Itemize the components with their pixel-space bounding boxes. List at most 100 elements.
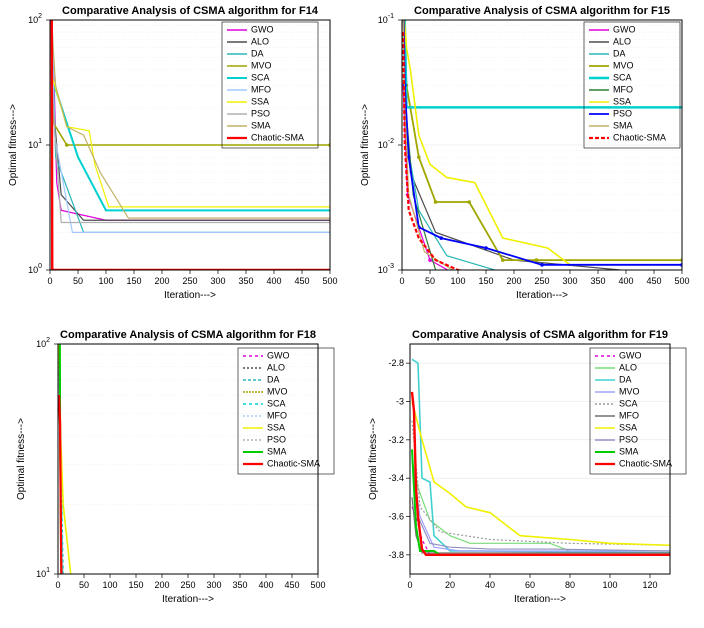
svg-text:Optimal fitness--->: Optimal fitness---> [16, 418, 27, 500]
svg-text:250: 250 [534, 276, 549, 286]
svg-text:-3.8: -3.8 [388, 550, 404, 560]
svg-text:20: 20 [445, 580, 455, 590]
svg-text:100: 100 [450, 276, 465, 286]
svg-text:0: 0 [55, 580, 60, 590]
svg-text:MFO: MFO [267, 410, 287, 420]
svg-text:SSA: SSA [619, 422, 637, 432]
svg-text:DA: DA [251, 48, 264, 58]
svg-text:400: 400 [266, 276, 281, 286]
svg-text:50: 50 [425, 276, 435, 286]
svg-text:Chaotic-SMA: Chaotic-SMA [619, 458, 672, 468]
svg-text:MFO: MFO [619, 410, 639, 420]
svg-text:450: 450 [294, 276, 309, 286]
svg-text:450: 450 [646, 276, 661, 286]
svg-text:102: 102 [28, 13, 42, 25]
svg-text:101: 101 [28, 138, 42, 150]
svg-text:MVO: MVO [251, 60, 272, 70]
svg-text:Comparative Analysis of CSMA a: Comparative Analysis of CSMA algorithm f… [62, 5, 319, 17]
svg-text:SCA: SCA [251, 72, 270, 82]
svg-text:DA: DA [267, 374, 280, 384]
svg-text:MVO: MVO [613, 60, 634, 70]
svg-text:ALO: ALO [267, 362, 285, 372]
svg-text:Optimal fitness--->: Optimal fitness---> [360, 104, 371, 186]
svg-text:Iteration--->: Iteration---> [514, 594, 566, 605]
svg-text:Comparative Analysis of CSMA a: Comparative Analysis of CSMA algorithm f… [412, 329, 668, 341]
svg-text:200: 200 [154, 276, 169, 286]
svg-text:101: 101 [36, 567, 50, 579]
svg-text:Chaotic-SMA: Chaotic-SMA [251, 132, 304, 142]
svg-text:Chaotic-SMA: Chaotic-SMA [613, 132, 666, 142]
svg-text:350: 350 [232, 580, 247, 590]
svg-text:250: 250 [180, 580, 195, 590]
svg-text:40: 40 [485, 580, 495, 590]
svg-text:120: 120 [642, 580, 657, 590]
svg-text:DA: DA [613, 48, 626, 58]
svg-text:GWO: GWO [619, 350, 642, 360]
svg-text:Comparative Analysis of CSMA a: Comparative Analysis of CSMA algorithm f… [60, 329, 316, 341]
svg-text:Optimal fitness--->: Optimal fitness---> [368, 418, 379, 500]
svg-text:-3: -3 [396, 397, 404, 407]
svg-text:450: 450 [284, 580, 299, 590]
svg-text:100: 100 [602, 580, 617, 590]
svg-text:Comparative Analysis of CSMA a: Comparative Analysis of CSMA algorithm f… [414, 5, 670, 17]
svg-text:300: 300 [562, 276, 577, 286]
svg-text:400: 400 [618, 276, 633, 286]
svg-text:MFO: MFO [251, 84, 271, 94]
svg-text:SSA: SSA [613, 96, 631, 106]
svg-text:SMA: SMA [267, 446, 287, 456]
svg-text:10-3: 10-3 [378, 263, 394, 275]
svg-text:50: 50 [79, 580, 89, 590]
svg-text:10-2: 10-2 [378, 138, 394, 150]
svg-text:SSA: SSA [251, 96, 269, 106]
svg-text:PSO: PSO [267, 434, 286, 444]
svg-text:SMA: SMA [619, 446, 639, 456]
svg-text:150: 150 [128, 580, 143, 590]
svg-text:0: 0 [47, 276, 52, 286]
svg-text:102: 102 [36, 337, 50, 349]
svg-text:60: 60 [525, 580, 535, 590]
svg-text:SCA: SCA [267, 398, 286, 408]
svg-text:500: 500 [310, 580, 325, 590]
svg-text:ALO: ALO [619, 362, 637, 372]
svg-text:GWO: GWO [267, 350, 290, 360]
svg-text:Iteration--->: Iteration---> [164, 290, 216, 301]
svg-text:150: 150 [478, 276, 493, 286]
svg-text:PSO: PSO [619, 434, 638, 444]
svg-text:350: 350 [590, 276, 605, 286]
svg-text:200: 200 [154, 580, 169, 590]
svg-text:DA: DA [619, 374, 632, 384]
svg-text:500: 500 [322, 276, 337, 286]
svg-text:0: 0 [399, 276, 404, 286]
svg-text:Iteration--->: Iteration---> [162, 594, 214, 605]
svg-text:350: 350 [238, 276, 253, 286]
svg-text:ALO: ALO [613, 36, 631, 46]
svg-text:100: 100 [28, 263, 42, 275]
svg-text:-3.6: -3.6 [388, 512, 404, 522]
chart-grid: 050100150200250300350400450500100101102C… [0, 0, 704, 628]
svg-text:Chaotic-SMA: Chaotic-SMA [267, 458, 320, 468]
svg-text:300: 300 [210, 276, 225, 286]
svg-text:400: 400 [258, 580, 273, 590]
svg-text:PSO: PSO [251, 108, 270, 118]
svg-text:Optimal fitness--->: Optimal fitness---> [8, 104, 19, 186]
svg-text:50: 50 [73, 276, 83, 286]
svg-text:100: 100 [98, 276, 113, 286]
svg-text:MVO: MVO [267, 386, 288, 396]
svg-text:200: 200 [506, 276, 521, 286]
svg-text:SCA: SCA [619, 398, 638, 408]
svg-text:SCA: SCA [613, 72, 632, 82]
svg-text:MFO: MFO [613, 84, 633, 94]
svg-text:GWO: GWO [251, 24, 274, 34]
svg-text:500: 500 [674, 276, 689, 286]
svg-text:10-1: 10-1 [378, 13, 394, 25]
svg-text:SSA: SSA [267, 422, 285, 432]
panel-f14: 050100150200250300350400450500100101102C… [0, 0, 352, 314]
svg-text:100: 100 [102, 580, 117, 590]
panel-f19: 020406080100120-3.8-3.6-3.4-3.2-3-2.8Com… [352, 314, 704, 628]
svg-text:SMA: SMA [251, 120, 271, 130]
svg-text:150: 150 [126, 276, 141, 286]
panel-f18: 050100150200250300350400450500101102Comp… [0, 314, 352, 628]
svg-text:0: 0 [407, 580, 412, 590]
svg-text:-3.2: -3.2 [388, 435, 404, 445]
svg-text:SMA: SMA [613, 120, 633, 130]
